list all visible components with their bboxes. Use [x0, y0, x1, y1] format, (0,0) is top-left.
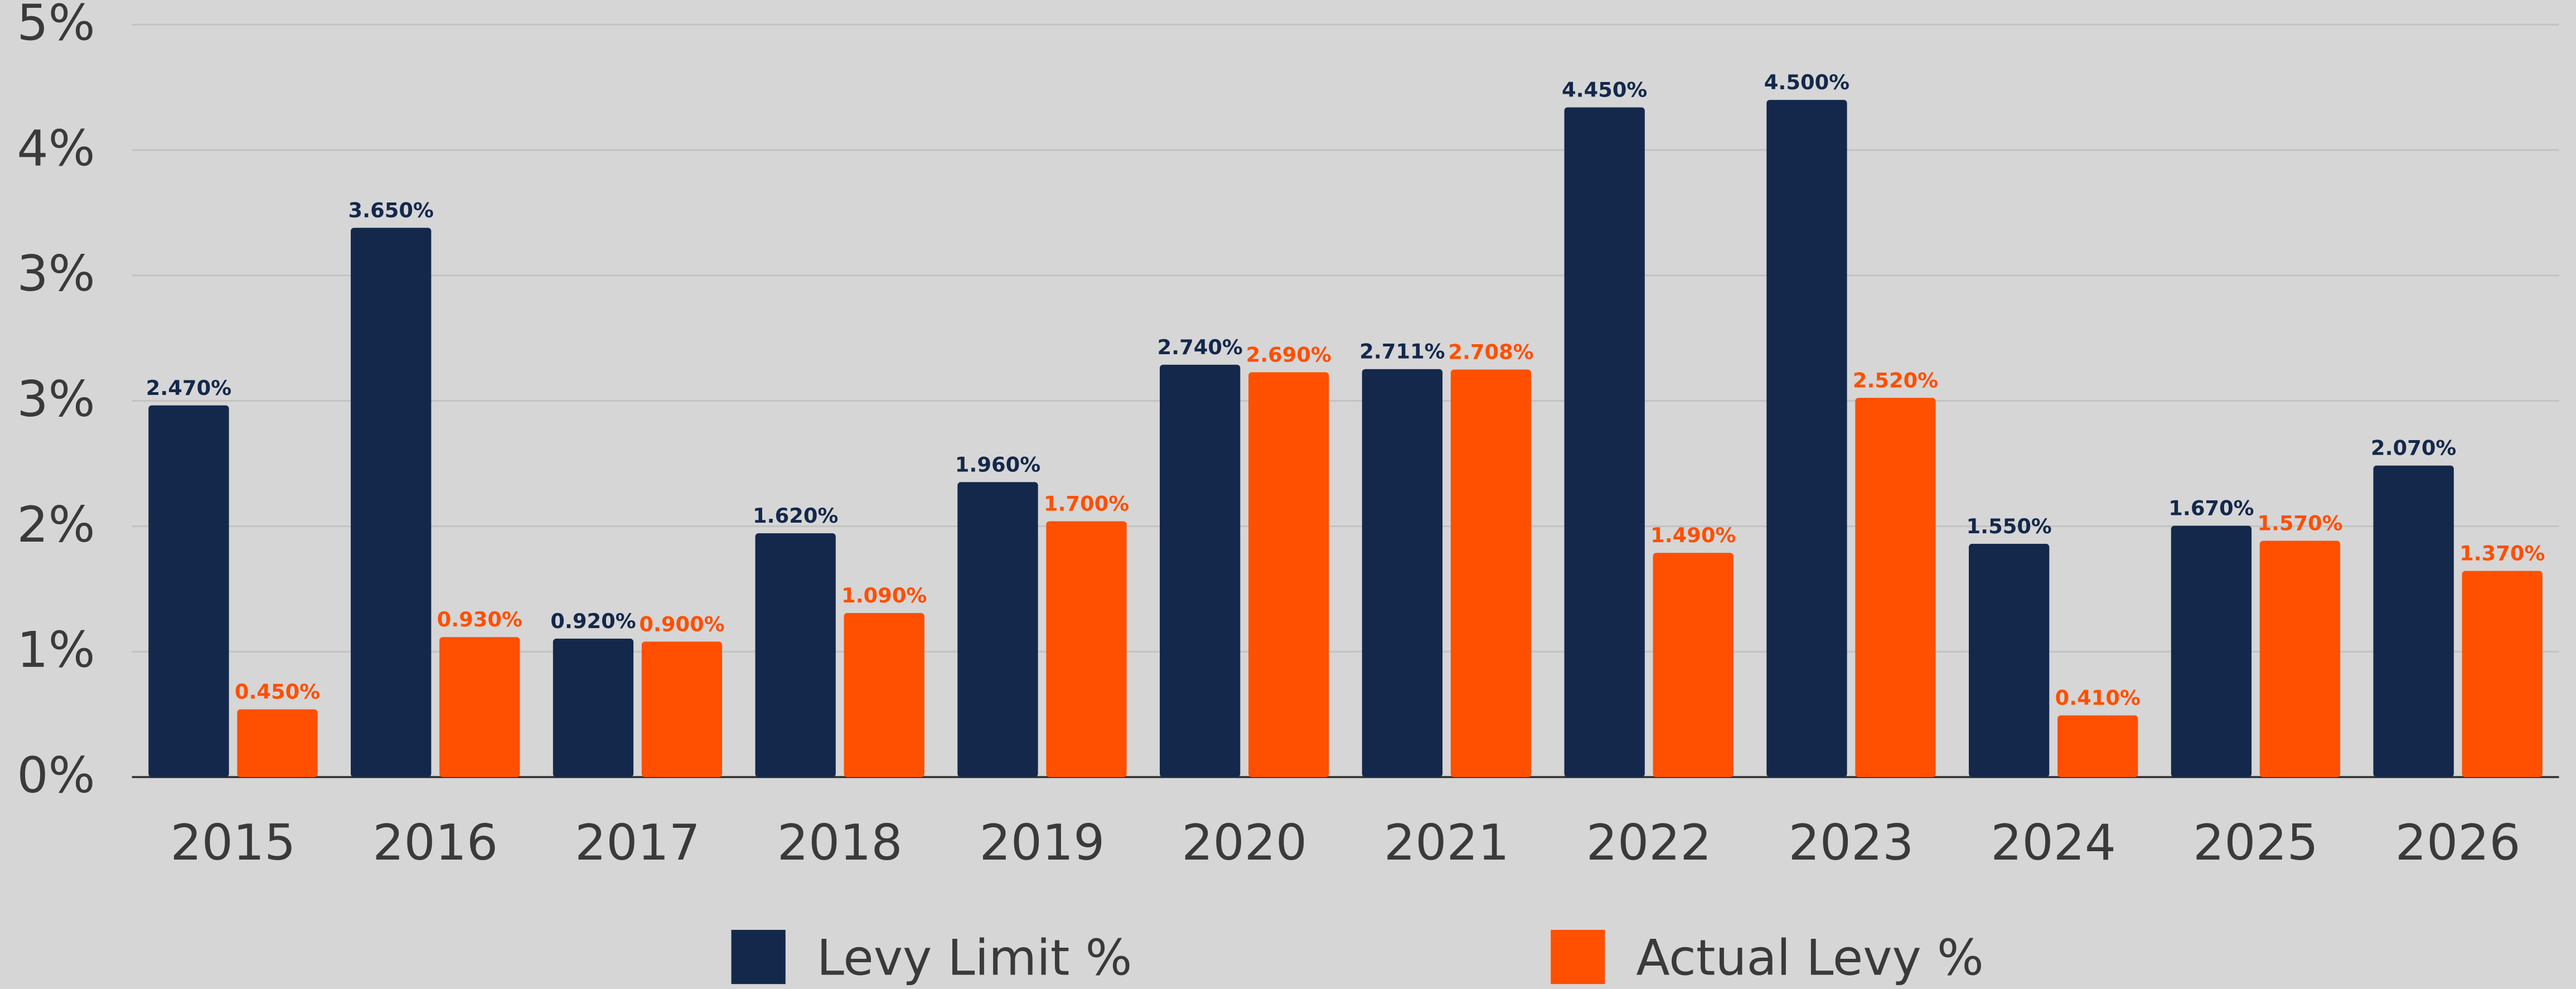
value-label: 2.740%	[1158, 335, 1243, 359]
bar	[1766, 100, 1847, 778]
value-label: 1.550%	[1967, 514, 2052, 538]
x-tick-label: 2017	[575, 814, 700, 871]
bar	[1653, 553, 1734, 778]
y-tick-label: 5%	[17, 0, 95, 52]
x-tick-label: 2022	[1586, 814, 1712, 871]
bar	[439, 637, 520, 778]
legend-swatch	[1551, 929, 1605, 985]
x-tick-label: 2024	[1991, 814, 2116, 871]
y-tick-label: 3%	[17, 245, 95, 302]
x-tick-label: 2015	[171, 814, 296, 871]
value-label: 0.450%	[235, 680, 320, 704]
value-label: 2.520%	[1853, 368, 1938, 392]
legend-label: Actual Levy %	[1636, 929, 1983, 986]
bar	[351, 228, 432, 778]
x-tick-label: 2016	[372, 814, 498, 871]
x-tick-label: 2019	[980, 814, 1105, 871]
x-tick-label: 2023	[1789, 814, 1914, 871]
bar	[1969, 543, 2050, 778]
bar	[2462, 571, 2543, 778]
bar	[2057, 715, 2138, 778]
value-label: 2.470%	[146, 376, 231, 400]
x-tick-label: 2020	[1182, 814, 1307, 871]
bar	[553, 638, 634, 778]
value-label: 3.650%	[348, 198, 434, 222]
value-label: 2.708%	[1448, 340, 1533, 364]
y-tick-label: 4%	[17, 119, 95, 177]
value-label: 1.700%	[1044, 491, 1129, 515]
value-label: 0.920%	[550, 609, 636, 633]
y-tick-label: 0%	[17, 746, 95, 804]
value-label: 0.900%	[639, 612, 724, 636]
value-label: 4.500%	[1764, 70, 1849, 94]
bar	[237, 709, 318, 778]
value-label: 1.370%	[2459, 542, 2545, 566]
value-label: 1.960%	[955, 452, 1040, 476]
value-label: 1.490%	[1650, 523, 1736, 547]
legend-label: Levy Limit %	[817, 929, 1132, 986]
value-label: 2.070%	[2371, 436, 2456, 460]
value-label: 0.410%	[2055, 686, 2141, 710]
x-tick-label: 2025	[2193, 814, 2318, 871]
bar	[957, 482, 1038, 778]
bar	[1046, 521, 1127, 778]
bar	[1362, 369, 1443, 778]
y-tick-label: 1%	[17, 621, 95, 679]
bar	[2373, 465, 2454, 778]
value-label: 1.090%	[841, 583, 927, 607]
x-tick-label: 2026	[2395, 814, 2521, 871]
bar	[755, 533, 836, 778]
bar	[2259, 541, 2341, 778]
bar	[1450, 369, 1532, 778]
value-label: 2.711%	[1359, 340, 1445, 364]
value-label: 1.570%	[2257, 512, 2342, 535]
bar	[844, 613, 924, 778]
bar	[1855, 398, 1936, 778]
value-label: 4.450%	[1562, 78, 1647, 102]
bar	[1160, 364, 1241, 778]
value-label: 0.930%	[437, 607, 522, 631]
value-label: 2.690%	[1246, 342, 1331, 366]
bar	[148, 405, 229, 778]
bar	[1248, 372, 1329, 778]
bar	[641, 641, 723, 778]
bar	[2171, 525, 2252, 778]
y-tick-label: 2%	[17, 496, 95, 553]
legend-swatch	[731, 929, 786, 985]
y-tick-label: 3%	[17, 370, 95, 428]
value-label: 1.620%	[753, 504, 838, 528]
x-tick-label: 2021	[1384, 814, 1509, 871]
x-tick-label: 2018	[777, 814, 903, 871]
value-label: 1.670%	[2168, 496, 2254, 520]
bar	[1564, 107, 1645, 778]
